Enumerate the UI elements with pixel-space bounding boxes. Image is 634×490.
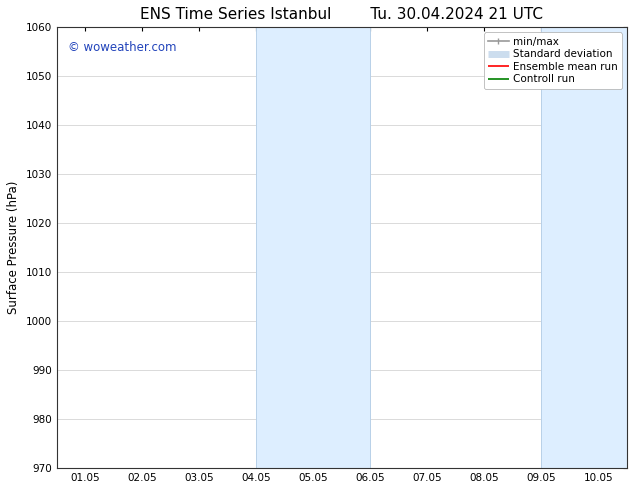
Bar: [256, 27, 370, 468]
Bar: [541, 27, 627, 468]
Text: © woweather.com: © woweather.com: [68, 41, 176, 53]
Legend: min/max, Standard deviation, Ensemble mean run, Controll run: min/max, Standard deviation, Ensemble me…: [484, 32, 622, 89]
Y-axis label: Surface Pressure (hPa): Surface Pressure (hPa): [7, 181, 20, 315]
Title: ENS Time Series Istanbul        Tu. 30.04.2024 21 UTC: ENS Time Series Istanbul Tu. 30.04.2024 …: [140, 7, 543, 22]
